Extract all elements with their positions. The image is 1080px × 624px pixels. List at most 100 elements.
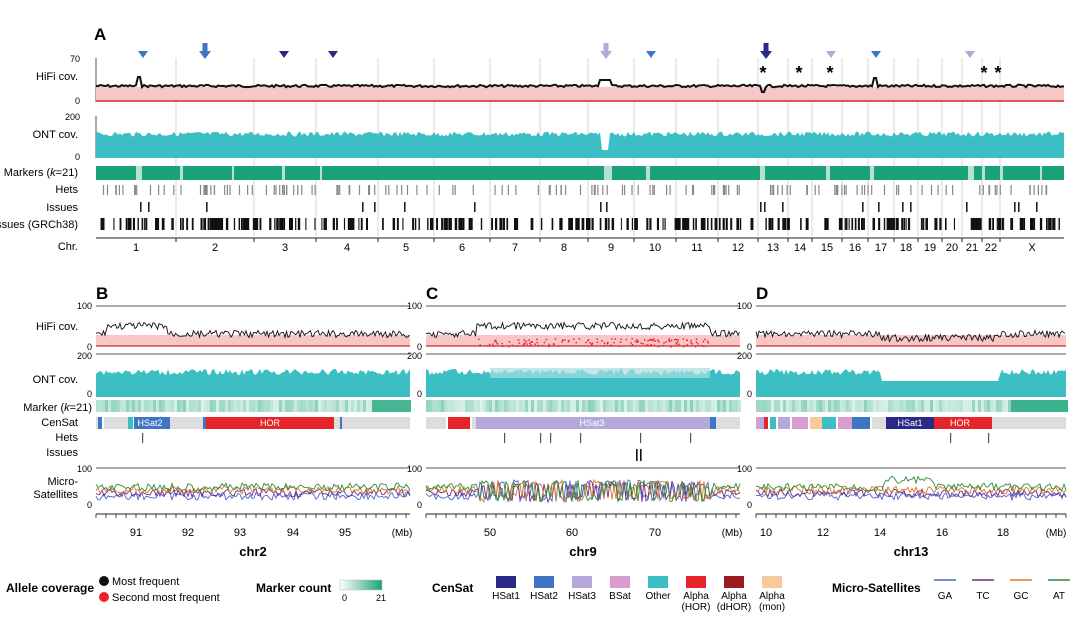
grch-ticks-241 [470, 218, 473, 230]
panel-2-marker-cell [999, 400, 1002, 412]
b-micro-label-1: Micro- [47, 476, 78, 488]
b-hets-label: Hets [55, 432, 78, 444]
micro-legend-label-GA: GA [938, 591, 953, 602]
panel-2-censat-block-7 [822, 417, 836, 429]
panel-1-marker-cell [606, 400, 609, 412]
hets-ticks-114 [769, 185, 772, 195]
hets-ticks-45 [297, 185, 299, 195]
panel-2-censat-label-0: HSat1 [897, 418, 922, 428]
grch-ticks-101 [414, 218, 417, 230]
panel-2-ont-area [756, 369, 1066, 397]
hets-ticks-59 [283, 185, 285, 195]
grch-ticks-219 [382, 218, 384, 230]
panel-1-second-pt-127 [537, 344, 540, 347]
ont-tick-200: 200 [65, 112, 80, 122]
panel-1-ytick-3: 0 [417, 389, 422, 399]
panel-1-marker-cell [540, 400, 543, 412]
panel-1-second-pt-75 [657, 345, 660, 348]
issues-track-label: Issues [46, 202, 78, 214]
grch-ticks-201 [203, 218, 207, 230]
panel-1-second-pt-100 [678, 343, 680, 346]
panel-0-marker-cell [285, 400, 288, 412]
panel-2-censat-block-2 [764, 417, 768, 429]
grch-ticks-235 [861, 218, 864, 230]
panel-1-marker-cell [690, 400, 693, 412]
panel-0-marker-cell [309, 400, 312, 412]
issue-tick-1 [148, 202, 150, 212]
issue-tick-11 [782, 202, 784, 212]
hets-ticks-139 [286, 185, 288, 195]
grch-ticks-126 [707, 218, 709, 230]
grch-ticks-129 [128, 218, 131, 230]
panel-2-marker-cell [891, 400, 894, 412]
grch-ticks-65 [448, 218, 451, 230]
panel-2-marker-cell [939, 400, 942, 412]
panel-0-marker-cell [351, 400, 354, 412]
panel-1-second-pt-121 [686, 339, 688, 342]
panel-1-marker-cell [429, 400, 432, 412]
panel-0-marker-cell [360, 400, 363, 412]
panel-1-second-pt-52 [654, 340, 657, 342]
panel-2-marker-cell [861, 400, 864, 412]
hets-ticks-120 [937, 185, 939, 195]
panel-2-marker-cell [789, 400, 792, 412]
centromere-arrows [138, 43, 975, 59]
grch-ticks-166 [559, 218, 561, 230]
hets-ticks-102 [728, 185, 730, 195]
grch-ticks-234 [180, 218, 182, 230]
hets-ticks-122 [122, 185, 124, 195]
panel-0-censat-block-3 [128, 417, 133, 429]
panel-1-marker-cell [708, 400, 711, 412]
panel-0-micro-GC [95, 484, 411, 496]
panel-2-marker-cell [774, 400, 777, 412]
grch-ticks-208 [259, 218, 262, 230]
panel-2-marker-cell [978, 400, 981, 412]
panel-1-marker-cell [645, 400, 648, 412]
panel-0-censat-block-7 [206, 417, 334, 429]
grch-ticks-203 [515, 218, 519, 230]
panel-0-marker-cell [384, 400, 387, 412]
panel-1-marker-cell [714, 400, 717, 412]
panel-1-marker-cell [492, 400, 495, 412]
panel-1-second-pt-137 [591, 342, 594, 345]
panel-1-second-pt-2 [653, 344, 656, 347]
panel-0-marker-cell [258, 400, 261, 412]
panel-1-second-pt-131 [634, 340, 637, 343]
grch-ticks-131 [155, 218, 159, 230]
panel-1-marker-cell [480, 400, 483, 412]
panel-0-marker-cell [144, 400, 147, 412]
grch-ticks-17 [101, 218, 105, 230]
issue-tick-4 [374, 202, 376, 212]
panel-0-marker-cell [204, 400, 207, 412]
grch-ticks-193 [360, 218, 363, 230]
panel-0-marker-cell [345, 400, 348, 412]
hets-ticks-73 [494, 185, 496, 195]
issue-tick-10 [764, 202, 766, 212]
panel-1-second-pt-43 [637, 340, 639, 342]
panel-1-marker-cell [732, 400, 735, 412]
panel-1-marker-cell [498, 400, 501, 412]
grch-ticks-81 [646, 218, 649, 230]
hets-ticks-30 [1010, 185, 1012, 195]
panel-1-second-pt-74 [620, 338, 623, 341]
panel-1-marker-cell [450, 400, 453, 412]
hets-ticks-74 [867, 185, 869, 195]
panel-0-micro-GA [95, 490, 411, 502]
hets-ticks-16 [606, 185, 608, 195]
grch-ticks-146 [973, 218, 976, 230]
panel-1-marker-cell [579, 400, 582, 412]
grch-ticks-218 [586, 218, 589, 230]
hets-ticks-60 [781, 185, 783, 195]
marker-gap-6 [646, 166, 650, 180]
hets-ticks-25 [339, 185, 341, 195]
panel-2-marker-cell [855, 400, 858, 412]
grch-ticks-229 [256, 218, 258, 230]
panel-2-marker-cell [876, 400, 879, 412]
panel-0-marker-cell [201, 400, 204, 412]
panel-1-second-pt-58 [578, 338, 581, 340]
panel-2-censat-block-4 [778, 417, 790, 429]
panel-1-second-pt-47 [575, 341, 577, 344]
grch-ticks-59 [436, 218, 438, 230]
hets-ticks-148 [385, 185, 387, 195]
panel-2-micro-tick-1: 0 [747, 500, 752, 510]
